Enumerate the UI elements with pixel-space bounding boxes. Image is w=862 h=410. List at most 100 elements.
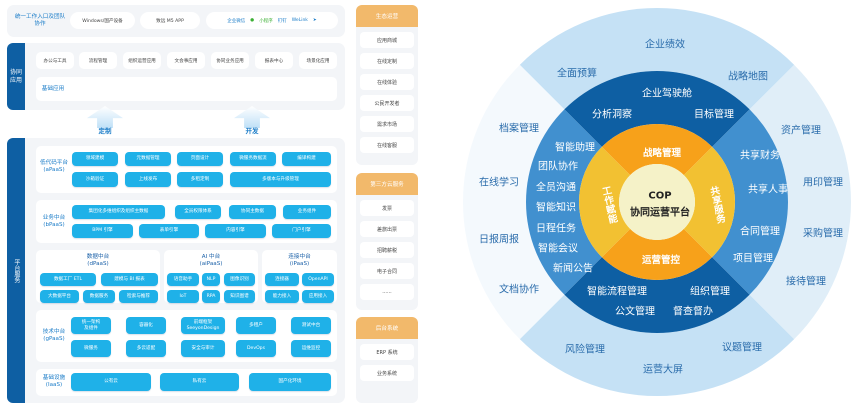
gpaas-row2-button[interactable]: 微服务 xyxy=(71,340,111,357)
ipaas-row2-button[interactable]: 应用接入 xyxy=(302,290,334,303)
cloud-item[interactable]: 发票 xyxy=(360,200,414,216)
apaas-row1-button[interactable]: 元数据管理 xyxy=(125,152,171,166)
cloud-item[interactable]: ...... xyxy=(360,284,414,300)
outer-ring-bottom xyxy=(519,294,795,396)
aipaas-row1-button[interactable]: 语音助手 xyxy=(167,273,199,286)
bpaas-row1-button[interactable]: 集团化多维组织及组织主数据 xyxy=(72,205,165,219)
cloud-item[interactable]: 差旅出票 xyxy=(360,221,414,237)
gpaas-row2-button[interactable]: DevOps xyxy=(236,340,276,357)
wheel-label: COP xyxy=(648,190,672,202)
dpaas-row2-button[interactable]: 大数据平台 xyxy=(40,290,79,303)
aipaas-row1-button[interactable]: 图像识别 xyxy=(224,273,255,286)
core-ring-right xyxy=(683,146,736,258)
apaas-row1-button[interactable]: 领域建模 xyxy=(72,152,118,166)
wework-logo: 企业微信 xyxy=(227,18,246,24)
windows-pill[interactable]: Windows/国产设备 xyxy=(70,12,135,29)
gpaas-row1-button[interactable]: 前端框架 SeeyonDesign xyxy=(181,317,225,334)
apaas-row1-button[interactable]: 编译构建 xyxy=(282,152,331,166)
app-item[interactable]: 场景化应用 xyxy=(299,52,337,69)
apaas-row2-button[interactable]: 多租定制 xyxy=(177,172,223,187)
wheel-label: 组织管理 xyxy=(690,286,730,298)
app-item[interactable]: 协同业务应用 xyxy=(211,52,249,69)
wheel-label: 采购管理 xyxy=(803,228,843,240)
apaas-row2-button[interactable]: 上线发布 xyxy=(125,172,171,187)
eco-item[interactable]: 公民开发者 xyxy=(360,95,414,111)
aipaas-row2-button[interactable]: 知识图谱 xyxy=(224,290,255,303)
bpaas-row2-button[interactable]: 内容引擎 xyxy=(205,224,266,238)
wheel-label: 日报周报 xyxy=(479,234,519,246)
gpaas-row1-button[interactable]: 测试中台 xyxy=(291,317,331,334)
bpaas-row2-button[interactable]: 表单引擎 xyxy=(139,224,199,238)
backend-item[interactable]: ERP 系统 xyxy=(360,344,414,360)
base-app-row xyxy=(36,77,337,101)
cloud-item[interactable]: 招聘薪税 xyxy=(360,242,414,258)
dpaas-row1-button[interactable]: 数据工厂 ETL xyxy=(40,273,96,286)
dpaas-row1-button[interactable]: 建模与 BI 报表 xyxy=(101,273,158,286)
iaas-items-button[interactable]: 私有云 xyxy=(160,373,239,391)
bpaas-row1-button[interactable]: 协同主数据 xyxy=(229,205,276,219)
cloud-column: 第三方云服务 发票 差旅出票 招聘薪税 电子合同...... xyxy=(356,173,418,310)
apaas-row1-button[interactable]: 页面设计 xyxy=(177,152,223,166)
wheel-label: 风险管理 xyxy=(565,344,605,356)
aipaas-label: AI 中台 (aiPaaS) xyxy=(199,254,223,267)
wheel-label: 运营管控 xyxy=(641,255,681,266)
wheel-label: 协同运营平台 xyxy=(630,207,690,219)
gpaas-row2-button[interactable]: 多云适配 xyxy=(126,340,166,357)
mid-ring-right xyxy=(712,109,788,295)
eco-item[interactable]: 在线客服 xyxy=(360,137,414,153)
cloud-item[interactable]: 电子合同 xyxy=(360,263,414,279)
ipaas-row1-button[interactable]: OpenAPI xyxy=(302,273,334,286)
gpaas-row2-button[interactable]: 安全与审计 xyxy=(181,340,225,357)
app-item[interactable]: 组织运营应用 xyxy=(123,52,161,69)
wheel-label: 资产管理 xyxy=(781,125,821,137)
platform-tab: 平台服务 xyxy=(7,138,25,403)
iaas-items-button[interactable]: 公有云 xyxy=(71,373,151,391)
aipaas-row1-button[interactable]: NLP xyxy=(202,273,220,286)
center-circle xyxy=(619,164,695,240)
wechat-icon: ● xyxy=(250,18,255,23)
dpaas-row2-button[interactable]: 检索与推荐 xyxy=(119,290,158,303)
wheel-label: 智能会议 xyxy=(538,243,578,255)
aipaas-row2-button[interactable]: IoT xyxy=(167,290,199,303)
eco-item[interactable]: 在线体验 xyxy=(360,74,414,90)
wheel-label: 督查督办 xyxy=(673,306,713,318)
wheel-label: 用印管理 xyxy=(803,177,843,189)
feishu-icon: ➤ xyxy=(312,18,317,23)
apaas-row1-button[interactable]: 微服务数据流 xyxy=(230,152,276,166)
collab-tab: 协同应用 xyxy=(7,43,25,110)
ipaas-row1-button[interactable]: 连接器 xyxy=(265,273,299,286)
ipaas-row2-button[interactable]: 能力接入 xyxy=(265,290,299,303)
apaas-row2-button[interactable]: 多版本与升级管理 xyxy=(230,172,331,187)
app-item[interactable]: 办公与工具 xyxy=(36,52,74,69)
eco-item[interactable]: 在线定制 xyxy=(360,53,414,69)
outer-ring-left xyxy=(463,64,565,340)
iaas-items-button[interactable]: 国产化环境 xyxy=(249,373,331,391)
wheel-label: 公文管理 xyxy=(615,306,655,318)
wheel-label: 全员沟通 xyxy=(536,182,576,194)
dpaas-row2-button[interactable]: 数据服务 xyxy=(83,290,115,303)
wheel-label: 团队协作 xyxy=(538,161,578,173)
gpaas-row1-button[interactable]: 容器化 xyxy=(126,317,166,334)
aipaas-row2-button[interactable]: RPA xyxy=(202,290,220,303)
gpaas-row1-button[interactable]: 多租户 xyxy=(236,317,276,334)
iaas-label: 基础设施 (IaaS) xyxy=(42,375,66,388)
gpaas-row1-button[interactable]: 统一架构 及组件 xyxy=(71,317,111,334)
eco-item[interactable]: 需求市场 xyxy=(360,116,414,132)
develop-label: 开发 xyxy=(245,126,259,135)
app-item[interactable]: 文会事应用 xyxy=(167,52,205,69)
bpaas-row1-button[interactable]: 全员权限体系 xyxy=(175,205,221,219)
wheel-label: 合同管理 xyxy=(740,226,780,238)
bpaas-row1-button[interactable]: 业务组件 xyxy=(283,205,331,219)
wheel-label: 文档协作 xyxy=(499,284,539,296)
backend-item[interactable]: 业务系统 xyxy=(360,365,414,381)
app-item[interactable]: 报表中心 xyxy=(255,52,293,69)
apaas-row2-button[interactable]: 沙箱验证 xyxy=(72,172,118,187)
app-item[interactable]: 流程管理 xyxy=(79,52,117,69)
bpaas-row2-button[interactable]: 门户引擎 xyxy=(272,224,331,238)
gpaas-label: 技术中台 (gPaaS) xyxy=(42,329,66,342)
m5-app-pill[interactable]: 致远 M5 APP xyxy=(140,12,200,29)
bpaas-row2-button[interactable]: BPM 引擎 xyxy=(72,224,133,238)
gpaas-row2-button[interactable]: 运维监控 xyxy=(291,340,331,357)
wheel-label: 智能知识 xyxy=(536,202,576,214)
eco-item[interactable]: 应用商城 xyxy=(360,32,414,48)
